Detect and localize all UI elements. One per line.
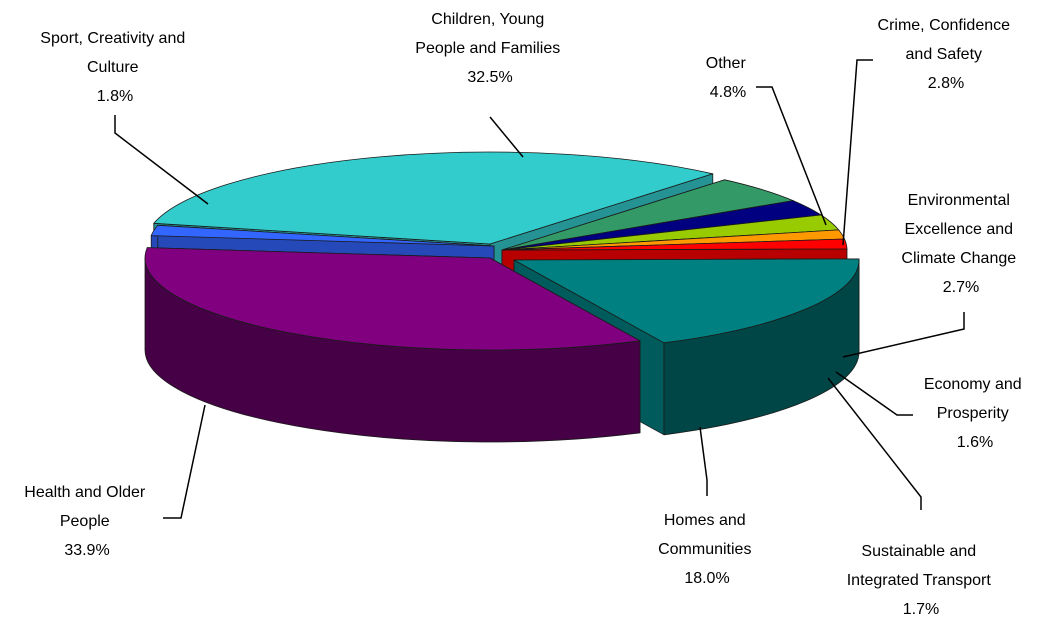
leader-line-children: [489, 116, 524, 158]
leader-line-economy: [835, 371, 913, 416]
label-sport-value: 1.8%: [97, 88, 133, 105]
label-health: Health and Older People 33.9%: [24, 484, 149, 559]
label-sport: Sport, Creativity and Culture 1.8%: [40, 30, 189, 105]
label-economy: Economy and Prosperity 1.6%: [924, 376, 1026, 451]
label-economy-line2: Prosperity: [937, 405, 1009, 422]
label-sport-line2: Culture: [87, 59, 139, 76]
label-sport-line1: Sport, Creativity and: [40, 30, 185, 47]
label-children-line1: Children, Young: [431, 11, 544, 28]
label-environment-line2: Excellence and: [905, 221, 1014, 238]
label-homes: Homes and Communities 18.0%: [658, 512, 756, 587]
leader-line-transport: [827, 377, 922, 510]
label-health-value: 33.9%: [64, 542, 109, 559]
label-children-value: 32.5%: [467, 69, 512, 86]
leader-line-homes: [699, 426, 708, 496]
label-environment: Environmental Excellence and Climate Cha…: [901, 192, 1020, 296]
label-health-line2: People: [60, 513, 110, 530]
label-other-line1: Other: [706, 55, 747, 72]
pie-top-layer: [144, 151, 860, 351]
label-crime-value: 2.8%: [928, 75, 964, 92]
slice-transport: [501, 238, 848, 251]
label-environment-line1: Environmental: [908, 192, 1010, 209]
label-transport-line1: Sustainable and: [861, 543, 976, 560]
slice-sport: [150, 224, 495, 247]
leader-lines: [114, 59, 965, 519]
label-crime-line1: Crime, Confidence: [878, 17, 1011, 34]
slice-children: [153, 151, 714, 245]
slice-health: [144, 247, 641, 351]
leader-line-sport: [114, 115, 209, 205]
label-homes-line2: Communities: [658, 541, 751, 558]
slice-homes: [513, 258, 860, 344]
label-environment-value: 2.7%: [943, 279, 979, 296]
label-transport-line2: Integrated Transport: [847, 572, 992, 589]
leader-line-health: [163, 404, 206, 519]
label-homes-line1: Homes and: [664, 512, 746, 529]
label-homes-value: 18.0%: [684, 570, 729, 587]
label-crime: Crime, Confidence and Safety 2.8%: [878, 17, 1015, 92]
label-economy-line1: Economy and: [924, 376, 1022, 393]
leader-line-environment: [842, 312, 965, 358]
label-economy-value: 1.6%: [957, 434, 993, 451]
label-transport-value: 1.7%: [903, 601, 939, 618]
label-other: Other 4.8%: [706, 55, 750, 101]
label-crime-line2: and Safety: [906, 46, 983, 63]
label-environment-line3: Climate Change: [901, 250, 1016, 267]
label-children-line2: People and Families: [415, 40, 560, 57]
label-children: Children, Young People and Families 32.5…: [415, 11, 564, 86]
leader-line-crime: [842, 59, 873, 246]
slice-labels: Children, Young People and Families 32.5…: [24, 11, 1026, 618]
leader-line-other: [756, 86, 827, 226]
label-other-value: 4.8%: [710, 84, 746, 101]
label-transport: Sustainable and Integrated Transport 1.7…: [847, 543, 996, 618]
label-health-line1: Health and Older: [24, 484, 146, 501]
